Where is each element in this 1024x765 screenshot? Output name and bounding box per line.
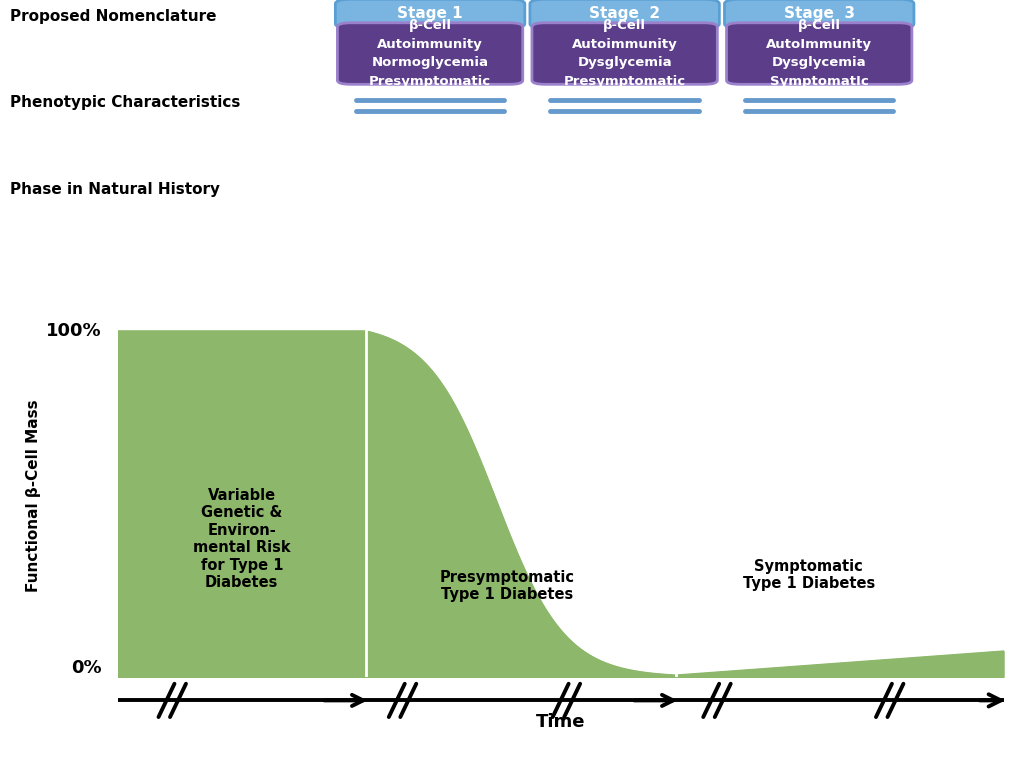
Text: Time: Time (536, 712, 586, 731)
Text: Symptomatic
Type 1 Diabetes: Symptomatic Type 1 Diabetes (742, 559, 874, 591)
Text: Variable
Genetic &
Environ-
mental Risk
for Type 1
Diabetes: Variable Genetic & Environ- mental Risk … (193, 488, 291, 590)
Text: Functional β-Cell Mass: Functional β-Cell Mass (27, 399, 41, 591)
Text: Phase in Natural History: Phase in Natural History (10, 182, 220, 197)
FancyBboxPatch shape (530, 0, 719, 28)
FancyBboxPatch shape (337, 23, 522, 84)
Text: Stage  2: Stage 2 (589, 6, 660, 21)
Text: Proposed Nomenclature: Proposed Nomenclature (10, 9, 217, 24)
Text: Presymptomatic
Type 1 Diabetes: Presymptomatic Type 1 Diabetes (440, 570, 575, 602)
FancyBboxPatch shape (727, 23, 912, 84)
Text: Stage 1: Stage 1 (397, 6, 463, 21)
Text: β-Cell
Autoimmunity
Dysglycemia
Presymptomatic: β-Cell Autoimmunity Dysglycemia Presympt… (563, 19, 686, 88)
Text: β-Cell
AutoImmunity
Dysglycemia
SymptomatIc: β-Cell AutoImmunity Dysglycemia Symptoma… (766, 19, 872, 88)
FancyBboxPatch shape (335, 0, 524, 28)
FancyBboxPatch shape (725, 0, 914, 28)
Text: 0%: 0% (72, 659, 101, 677)
Text: Stage  3: Stage 3 (783, 6, 855, 21)
Text: β-Cell
Autoimmunity
Normoglycemia
Presymptomatic: β-Cell Autoimmunity Normoglycemia Presym… (369, 19, 492, 88)
Text: Phenotypic Characteristics: Phenotypic Characteristics (10, 95, 241, 110)
FancyBboxPatch shape (532, 23, 717, 84)
Text: 100%: 100% (46, 322, 101, 340)
